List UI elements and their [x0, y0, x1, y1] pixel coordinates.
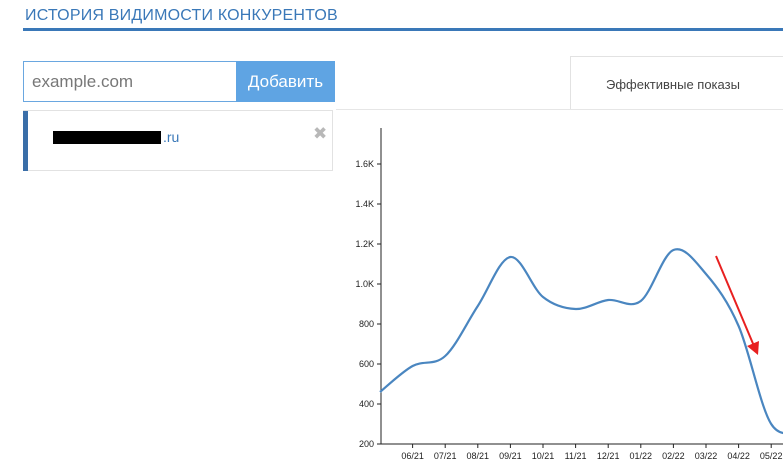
x-tick-label: 10/21	[532, 451, 555, 461]
y-tick-label: 600	[359, 359, 374, 369]
x-tick-label: 11/21	[565, 451, 587, 461]
tab-label: Эффективные показы	[606, 77, 740, 92]
active-indicator	[23, 111, 28, 171]
title-underline	[23, 28, 783, 31]
domain-input[interactable]	[23, 61, 236, 102]
competitor-item[interactable]: .ru ✖	[23, 110, 333, 171]
y-tick-label: 400	[359, 399, 374, 409]
competitor-domain-suffix: .ru	[163, 129, 180, 145]
x-tick-label: 06/21	[401, 451, 424, 461]
add-button[interactable]: Добавить	[236, 61, 335, 102]
x-tick-label: 12/21	[597, 451, 620, 461]
y-tick-label: 1.6K	[355, 159, 374, 169]
tab-effective-impressions[interactable]: Эффективные показы	[570, 56, 783, 110]
annotation-arrow-shaft	[715, 255, 755, 347]
y-tick-label: 1.2K	[355, 239, 374, 249]
y-tick-label: 200	[359, 439, 374, 449]
y-tick-label: 1.0K	[355, 279, 374, 289]
x-tick-label: 05/22	[760, 451, 783, 461]
x-tick-label: 01/22	[630, 451, 653, 461]
page-title: ИСТОРИЯ ВИДИМОСТИ КОНКУРЕНТОВ	[25, 7, 338, 24]
close-icon[interactable]: ✖	[313, 124, 328, 144]
visibility-chart: 200 400 600 800 1.0K 1.2K 1.4K 1.6K 06/21 07/21 08…	[355, 128, 783, 461]
series-line	[379, 248, 783, 434]
x-tick-label: 08/21	[467, 451, 490, 461]
annotation-arrow-head	[747, 341, 759, 355]
x-tick-label: 03/22	[695, 451, 718, 461]
x-tick-label: 07/21	[434, 451, 457, 461]
x-tick-label: 02/22	[662, 451, 685, 461]
redacted-domain	[53, 131, 161, 144]
y-tick-label: 800	[359, 319, 374, 329]
y-tick-label: 1.4K	[355, 199, 374, 209]
x-tick-label: 09/21	[499, 451, 522, 461]
x-tick-label: 04/22	[727, 451, 750, 461]
chart-top-divider	[336, 109, 783, 110]
